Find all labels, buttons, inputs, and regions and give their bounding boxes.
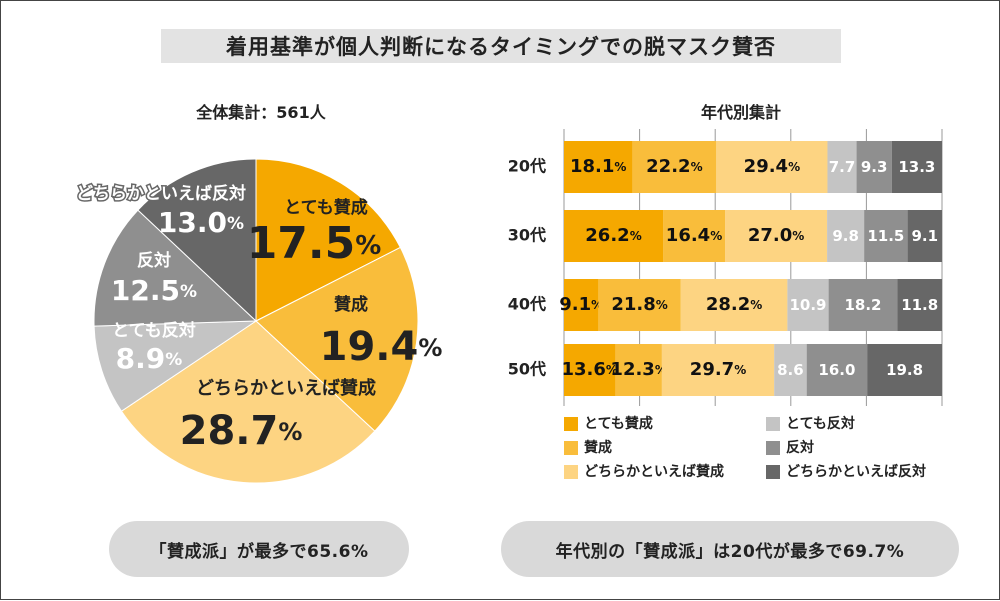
legend-swatch — [564, 465, 578, 479]
bar-segment — [897, 279, 942, 331]
pie-value: 19.4% — [320, 324, 443, 370]
bar-category-label: 20代 — [508, 157, 546, 176]
legend-swatch — [564, 417, 578, 431]
pie-label: とても賛成 — [284, 197, 368, 218]
bar-value-label: 7.7 — [829, 158, 856, 176]
bar-value-label: 19.8 — [886, 361, 923, 379]
bar-category-label: 40代 — [508, 295, 546, 314]
bar-segment — [828, 279, 898, 331]
bar-value-label: 18.1% — [570, 156, 626, 177]
bar-value-label: 29.7% — [690, 359, 746, 380]
bar-value-label: 21.8% — [611, 294, 667, 315]
bar-value-label: 27.0% — [748, 225, 804, 246]
bar-value-label: 9.8 — [832, 227, 859, 245]
page-title: 着用基準が個人判断になるタイミングでの脱マスク賛否 — [161, 29, 841, 63]
bar-segment — [827, 141, 857, 193]
pie-slice — [137, 158, 257, 323]
bar-value-label: 10.9 — [789, 296, 826, 314]
bar-segment — [680, 279, 788, 331]
bar-value-label: 11.8 — [901, 296, 938, 314]
bar-segment — [564, 344, 616, 396]
bar-value-label: 8.6 — [777, 361, 804, 379]
bar-segment — [725, 210, 828, 262]
bar-category-label: 30代 — [508, 226, 546, 245]
bar-segment — [564, 141, 633, 193]
legend-label: 反対 — [786, 439, 814, 456]
summary-right: 年代別の「賛成派」は20代が最多で69.7% — [501, 521, 959, 577]
bar-value-label: 11.5 — [867, 227, 904, 245]
pie-chart-title: 全体集計：561人 — [196, 103, 326, 122]
pie-slice — [93, 209, 258, 327]
legend-swatch — [766, 417, 780, 431]
legend-swatch — [564, 441, 578, 455]
bar-value-label: 22.2% — [646, 156, 702, 177]
pie-label: どちらかといえば賛成 — [196, 377, 376, 399]
bar-value-label: 13.3 — [898, 158, 935, 176]
pie-value: 13.0% — [158, 206, 244, 239]
bar-segment — [663, 210, 726, 262]
bar-chart: 20代 18.1% 22.2% 29.4% 7.7 9.3 13.3 30代 26.2% 16.4… — [508, 129, 943, 406]
legend-label: とても賛成 — [584, 415, 653, 432]
pie-slice — [120, 320, 376, 484]
legend-label: 賛成 — [584, 439, 612, 456]
bar-segment — [661, 344, 775, 396]
bar-value-label: 28.2% — [706, 294, 762, 315]
bar-category-label: 50代 — [508, 360, 546, 379]
bar-segment — [632, 141, 717, 193]
bar-segment — [867, 344, 942, 396]
pie-value: 12.5% — [111, 274, 197, 307]
bar-value-label: 9.1 — [912, 227, 939, 245]
bar-value-label: 18.2 — [844, 296, 881, 314]
bar-segment — [907, 210, 942, 262]
pie-value: 17.5% — [247, 218, 382, 269]
bar-segment — [864, 210, 908, 262]
pie-label: 賛成 — [334, 294, 368, 315]
legend-swatch — [766, 441, 780, 455]
pie-slice — [93, 320, 258, 412]
bar-value-label: 9.3 — [861, 158, 888, 176]
bar-segment — [564, 279, 599, 331]
bar-segment — [856, 141, 892, 193]
bar-segment — [827, 210, 865, 262]
bar-segment — [891, 141, 942, 193]
bar-segment — [615, 344, 662, 396]
bar-segment — [806, 344, 868, 396]
pie-value: 28.7% — [180, 408, 303, 454]
bar-segment — [598, 279, 681, 331]
bar-segment — [716, 141, 828, 193]
pie-value: 8.9% — [116, 342, 183, 375]
legend-swatch — [766, 465, 780, 479]
legend-label: どちらかといえば賛成 — [584, 463, 724, 480]
pie-slice — [255, 246, 419, 432]
legend-label: どちらかといえば反対 — [786, 463, 926, 480]
pie-label: どちらかといえば反対 — [76, 183, 246, 204]
bar-value-label: 26.2% — [585, 225, 641, 246]
legend-label: とても反対 — [786, 415, 855, 432]
bar-value-label: 13.6% — [561, 359, 617, 380]
bar-segment — [564, 210, 664, 262]
pie-slice — [255, 158, 402, 322]
bar-value-label: 16.4% — [666, 225, 722, 246]
pie-label: 反対 — [137, 250, 171, 271]
bar-value-label: 29.4% — [744, 156, 800, 177]
bar-chart-title: 年代別集計 — [700, 103, 781, 122]
summary-left: 「賛成派」が最多で65.6% — [109, 521, 409, 577]
bar-segment — [774, 344, 807, 396]
pie-label: とても反対 — [112, 320, 196, 341]
bar-segment — [787, 279, 829, 331]
bar-value-label: 16.0 — [818, 361, 855, 379]
